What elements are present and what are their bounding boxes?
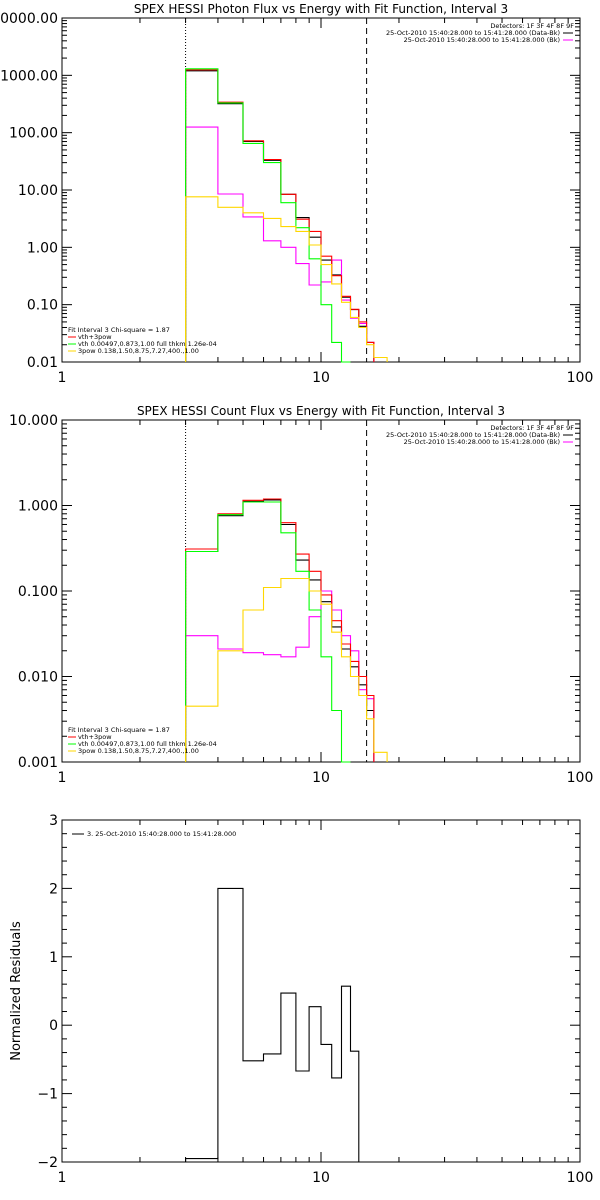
residual-legend-entry: 3. 25-Oct-2010 15:40:28.000 to 15:41:28.…: [87, 830, 236, 838]
y-tick-label: 10.000: [9, 413, 58, 429]
y-tick-label: 2: [49, 881, 58, 897]
y-tick-label: 10000.00: [0, 11, 58, 27]
chart-panel-2: SPEX HESSI Count Flux vs Energy with Fit…: [9, 404, 593, 786]
plot-frame: [61, 17, 581, 363]
y-tick-label: 1.00: [27, 240, 58, 256]
x-tick-label: 1: [58, 370, 67, 386]
y-tick-label: 0: [49, 1018, 58, 1034]
total-fit-series: [185, 69, 375, 362]
y-tick-label: 1000.00: [0, 68, 58, 84]
x-tick-label: 100: [567, 770, 594, 786]
fit-legend-header: Fit Interval 3 Chi-square = 1.87: [68, 726, 170, 734]
residual-series: [185, 887, 367, 1163]
legend-entry-vth: vth 0.00497,0.873,1.00 full thkm 1.26e-0…: [78, 340, 217, 348]
x-tick-label: 100: [567, 370, 594, 386]
background-series: [185, 590, 375, 762]
legend-entry-pow: 3pow 0.138,1.50,8.75,7.27,400.,1.00: [78, 347, 199, 355]
y-tick-label: 0.01: [27, 355, 58, 371]
legend-entry-pow: 3pow 0.138,1.50,8.75,7.27,400.,1.00: [78, 747, 199, 755]
x-tick-label: 1: [58, 1170, 67, 1186]
y-tick-label: 0.100: [18, 584, 58, 600]
data-minus-bk-series: [185, 499, 375, 762]
y-tick-label: 1.000: [18, 499, 58, 515]
y-tick-label: 0.10: [27, 298, 58, 314]
plot-frame: [61, 819, 581, 1163]
detectors-label: Detectors: 1F 3F 4F 8F 9F: [490, 424, 574, 432]
legend-entry-total: vth+3pow: [78, 333, 112, 341]
chart-title: SPEX HESSI Photon Flux vs Energy with Fi…: [134, 2, 508, 16]
bk-interval-label: 25-Oct-2010 15:40:28.000 to 15:41:28.000…: [404, 36, 560, 44]
chart-title: SPEX HESSI Count Flux vs Energy with Fit…: [137, 404, 505, 418]
total-fit-series: [185, 498, 375, 762]
chart-panel-3: 1 10 100 −2 −1 0 1 2 3 Normalized Residuals 3. 25-…: [9, 813, 593, 1186]
y-tick-label: 3: [49, 813, 58, 829]
x-tick-label: 10: [312, 770, 330, 786]
fit-legend-header: Fit Interval 3 Chi-square = 1.87: [68, 326, 170, 334]
pow-series: [185, 577, 388, 762]
y-tick-label: 0.010: [18, 670, 58, 686]
x-tick-label: 1: [58, 770, 67, 786]
y-axis-label: Normalized Residuals: [9, 921, 24, 1061]
x-tick-label: 10: [312, 370, 330, 386]
y-tick-label: 100.00: [9, 126, 58, 142]
data-interval-label: 25-Oct-2010 15:40:28.000 to 15:41:28.000…: [386, 431, 560, 439]
y-tick-label: 0.001: [18, 755, 58, 771]
detectors-label: Detectors: 1F 3F 4F 8F 9F: [490, 22, 574, 30]
bk-interval-label: 25-Oct-2010 15:40:28.000 to 15:41:28.000…: [404, 438, 560, 446]
data-interval-label: 25-Oct-2010 15:40:28.000 to 15:41:28.000…: [386, 29, 560, 37]
vth-series: [185, 501, 351, 763]
data-minus-bk-series: [185, 70, 375, 362]
y-tick-label: −1: [37, 1087, 58, 1103]
legend-entry-total: vth+3pow: [78, 733, 112, 741]
pow-series: [185, 196, 388, 362]
x-tick-label: 100: [567, 1170, 594, 1186]
legend-entry-vth: vth 0.00497,0.873,1.00 full thkm 1.26e-0…: [78, 740, 217, 748]
y-tick-label: 1: [49, 950, 58, 966]
vth-series: [185, 68, 351, 363]
chart-panel-1: SPEX HESSI Photon Flux vs Energy with Fi…: [0, 2, 593, 386]
y-tick-label: −2: [37, 1155, 58, 1171]
x-tick-label: 10: [312, 1170, 330, 1186]
y-tick-label: 10.00: [18, 183, 58, 199]
